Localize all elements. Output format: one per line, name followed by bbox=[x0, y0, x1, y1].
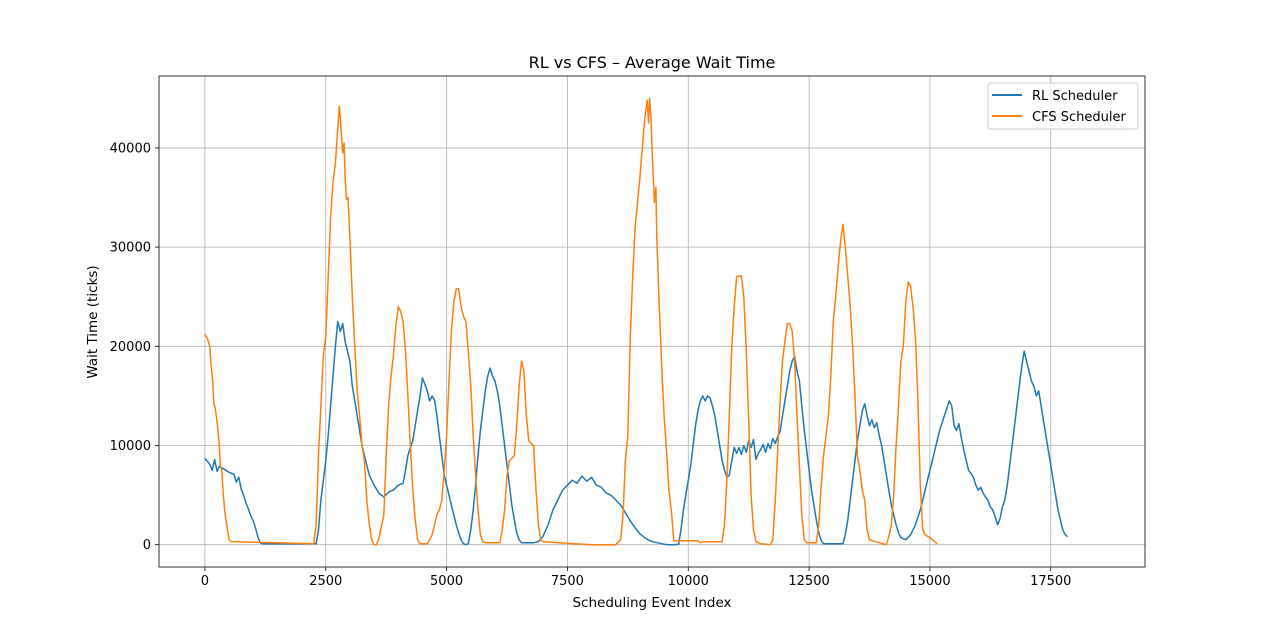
gridlines bbox=[159, 76, 1145, 567]
x-axis-label: Scheduling Event Index bbox=[572, 595, 731, 611]
y-tick-label: 10000 bbox=[110, 439, 151, 454]
legend: RL Scheduler CFS Scheduler bbox=[987, 82, 1139, 130]
x-tick-label: 15000 bbox=[909, 574, 950, 589]
y-axis-label: Wait Time (ticks) bbox=[85, 265, 101, 378]
y-tick-label: 30000 bbox=[110, 241, 151, 256]
x-tick-label: 2500 bbox=[309, 574, 342, 589]
y-tick-label: 20000 bbox=[110, 340, 151, 355]
x-tick-label: 7500 bbox=[551, 574, 584, 589]
chart-title: RL vs CFS – Average Wait Time bbox=[529, 53, 776, 72]
x-tick-label: 5000 bbox=[430, 574, 463, 589]
legend-label-rl-scheduler: RL Scheduler bbox=[1032, 89, 1118, 104]
legend-label-cfs-scheduler: CFS Scheduler bbox=[1032, 110, 1126, 125]
x-tick-label: 10000 bbox=[668, 574, 709, 589]
plot-frame bbox=[158, 75, 1146, 568]
x-tick-label: 0 bbox=[201, 574, 209, 589]
axis-ticks: 0 2500 5000 7500 10000 12500 15000 17500 0 10000 2… bbox=[110, 141, 1072, 589]
series-line-rl-scheduler bbox=[204, 320, 1069, 546]
series-line-cfs-scheduler bbox=[204, 97, 938, 546]
y-tick-label: 40000 bbox=[110, 141, 151, 156]
x-tick-label: 17500 bbox=[1030, 574, 1071, 589]
legend-box bbox=[987, 82, 1139, 130]
series-lines bbox=[204, 97, 1069, 546]
x-tick-label: 12500 bbox=[788, 574, 829, 589]
y-tick-label: 0 bbox=[143, 538, 151, 553]
